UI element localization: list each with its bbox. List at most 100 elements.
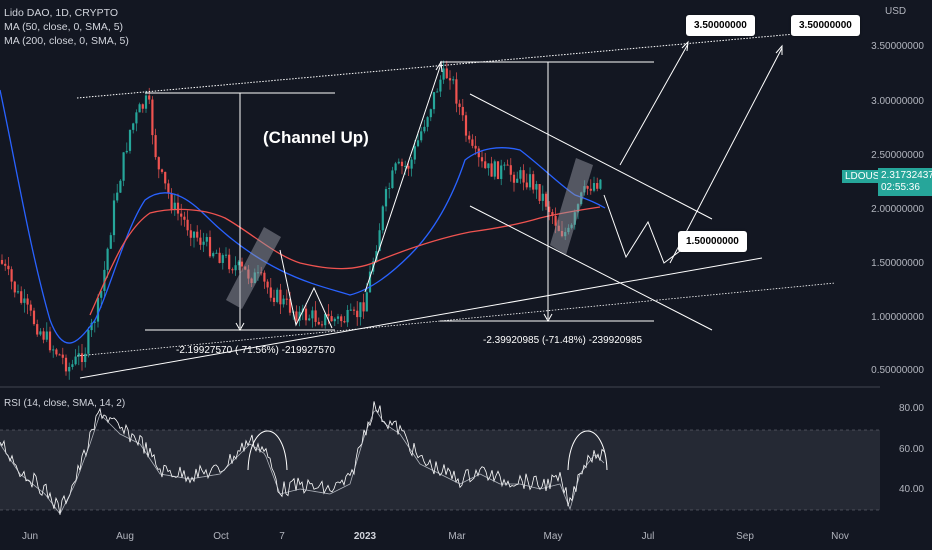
candle-body xyxy=(333,318,336,322)
target-callout-3[interactable]: 1.50000000 xyxy=(678,231,747,252)
candle-body xyxy=(375,251,378,262)
candle-body xyxy=(234,265,237,271)
candle-body xyxy=(525,182,528,188)
candle-body xyxy=(599,179,602,189)
candle-body xyxy=(352,309,356,311)
candle-body xyxy=(381,206,384,231)
candle-body xyxy=(365,292,368,312)
candle-body xyxy=(176,202,180,214)
candle-body xyxy=(20,291,23,303)
falling-channel-bottom xyxy=(469,205,713,331)
candle-body xyxy=(378,230,381,252)
candle-body xyxy=(151,99,154,136)
candle-body xyxy=(349,309,352,311)
candle-body xyxy=(477,148,480,158)
candle-body xyxy=(327,313,330,317)
candle-body xyxy=(240,261,244,267)
candle-body xyxy=(400,161,404,167)
candle-body xyxy=(7,265,10,270)
time-tick: 2023 xyxy=(353,531,377,542)
target-callout-2[interactable]: 3.50000000 xyxy=(791,15,860,36)
ma50-legend[interactable]: MA (50, close, 0, SMA, 5) xyxy=(4,21,124,33)
candle-body xyxy=(215,252,218,254)
candle-body xyxy=(538,184,541,201)
measure-1-label[interactable]: -2.19927570 (-71.56%) -219927570 xyxy=(176,345,336,356)
candle-body xyxy=(141,104,144,109)
target-callout-1[interactable]: 3.50000000 xyxy=(686,15,755,36)
projection-arrow-2-head xyxy=(775,44,783,55)
candle-body xyxy=(10,269,13,282)
ma200-legend[interactable]: MA (200, close, 0, SMA, 5) xyxy=(4,35,129,47)
candle-body xyxy=(368,271,372,293)
candle-body xyxy=(90,322,93,331)
candle-body xyxy=(500,165,503,179)
candle-body xyxy=(84,353,87,363)
zigzag-1 xyxy=(279,249,333,329)
rsi-tick: 40.00 xyxy=(898,484,924,495)
channel-bottom-line xyxy=(79,257,763,379)
candle-body xyxy=(74,356,77,365)
rsi-arc-2 xyxy=(567,430,608,471)
candle-body xyxy=(516,178,519,183)
pattern-box-1 xyxy=(226,227,281,309)
candle-body xyxy=(532,174,535,190)
falling-channel-top xyxy=(469,93,713,220)
candle-body xyxy=(416,140,420,147)
time-tick: 7 xyxy=(279,531,285,542)
candle-body xyxy=(404,165,407,167)
candle-body xyxy=(52,349,55,351)
candle-body xyxy=(36,324,39,335)
support-dotted-line xyxy=(76,282,836,357)
candle-body xyxy=(544,193,548,207)
main-pane[interactable] xyxy=(0,0,880,385)
candle-body xyxy=(362,302,365,312)
symbol-title[interactable]: Lido DAO, 1D, CRYPTO xyxy=(4,7,118,19)
candle-body xyxy=(461,106,464,116)
time-tick: Oct xyxy=(213,531,229,542)
candle-body xyxy=(343,321,346,323)
candle-body xyxy=(282,298,285,305)
candle-body xyxy=(112,200,116,236)
candle-body xyxy=(276,289,279,303)
candle-body xyxy=(535,184,538,190)
candle-body xyxy=(106,248,109,270)
candle-body xyxy=(304,308,308,321)
candle-body xyxy=(448,78,452,81)
candle-body xyxy=(135,112,138,124)
candle-body xyxy=(13,281,16,293)
rsi-legend[interactable]: RSI (14, close, SMA, 14, 2) xyxy=(4,398,126,409)
candle-body xyxy=(586,186,589,189)
candle-body xyxy=(493,161,496,177)
time-tick: Jul xyxy=(641,531,655,542)
candle-body xyxy=(541,193,544,201)
candle-body xyxy=(61,354,64,358)
candle-body xyxy=(23,298,26,303)
time-tick: Jun xyxy=(21,531,39,542)
candle-body xyxy=(522,170,525,183)
chart-legend[interactable]: Lido DAO, 1D, CRYPTO MA (50, close, 0, S… xyxy=(4,6,129,48)
bar-countdown: 02:55:36 xyxy=(881,182,920,193)
candle-body xyxy=(506,164,509,166)
candle-body xyxy=(154,135,157,158)
candle-body xyxy=(224,254,228,256)
candle-body xyxy=(231,269,234,271)
measure-2-label[interactable]: -2.39920985 (-71.48%) -239920985 xyxy=(483,335,643,346)
candle-body xyxy=(407,165,410,169)
pattern-box-2 xyxy=(550,158,593,255)
candle-body xyxy=(340,316,343,322)
candle-body xyxy=(468,135,471,140)
measure1-arrow xyxy=(235,322,245,332)
candle-body xyxy=(103,269,106,291)
ma50-line xyxy=(0,89,606,344)
candle-body xyxy=(487,163,490,169)
candle-body xyxy=(279,289,282,305)
price-tick: 1.00000000 xyxy=(871,312,924,323)
candle-body xyxy=(186,219,189,231)
candle-body xyxy=(93,321,96,323)
candle-body xyxy=(432,92,436,110)
channel-up-label[interactable]: (Channel Up) xyxy=(263,128,369,147)
candle-body xyxy=(128,129,132,151)
ma200-line xyxy=(89,206,601,316)
candle-body xyxy=(45,331,48,340)
